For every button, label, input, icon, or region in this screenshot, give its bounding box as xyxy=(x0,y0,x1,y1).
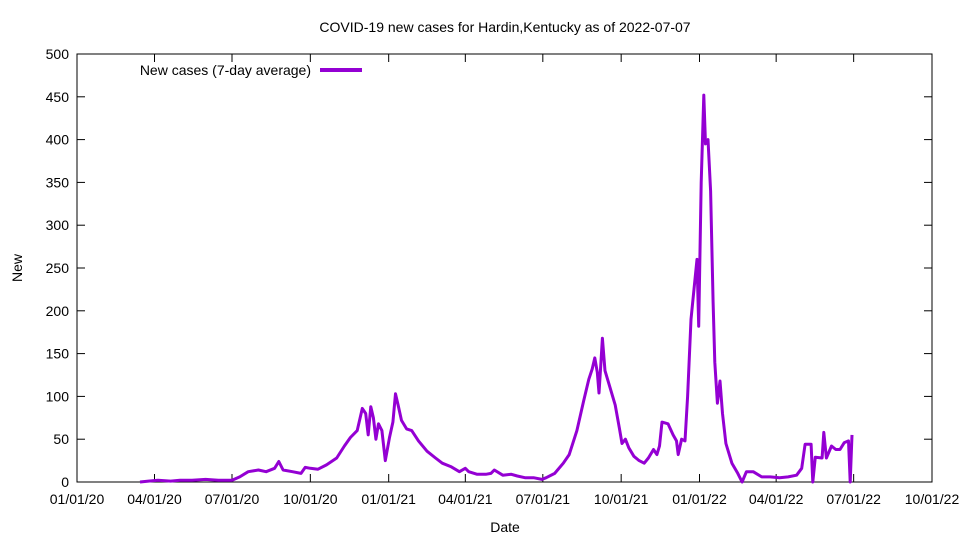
x-tick-label: 01/01/21 xyxy=(361,491,416,507)
legend-label: New cases (7-day average) xyxy=(140,62,311,78)
x-tick-label: 04/01/21 xyxy=(438,491,493,507)
x-tick-label: 07/01/20 xyxy=(205,491,260,507)
y-tick-label: 100 xyxy=(46,388,70,404)
x-tick-label: 01/01/20 xyxy=(50,491,105,507)
series-line-new-cases xyxy=(139,93,854,484)
axis-ticks: 0 50 100 150 200 250 300 350 400 450 500 01/01/20 04… xyxy=(46,46,960,507)
x-tick-label: 04/01/20 xyxy=(127,491,182,507)
x-tick-label: 10/01/20 xyxy=(283,491,338,507)
y-axis-label: New xyxy=(9,253,25,282)
y-tick-label: 400 xyxy=(46,132,70,148)
x-tick-label: 10/01/21 xyxy=(594,491,649,507)
plot-frame xyxy=(76,53,933,483)
x-tick-label: 07/01/21 xyxy=(516,491,571,507)
x-axis-label: Date xyxy=(490,519,520,535)
y-tick-label: 50 xyxy=(53,431,69,447)
y-tick-label: 350 xyxy=(46,174,70,190)
y-tick-label: 200 xyxy=(46,303,70,319)
y-tick-label: 250 xyxy=(46,260,70,276)
x-tick-label: 07/01/22 xyxy=(826,491,881,507)
x-tick-label: 01/01/22 xyxy=(672,491,727,507)
y-tick-label: 500 xyxy=(46,46,70,62)
chart-title: COVID-19 new cases for Hardin,Kentucky a… xyxy=(319,19,690,35)
x-tick-label: 10/01/22 xyxy=(905,491,960,507)
y-tick-label: 0 xyxy=(61,474,69,490)
x-tick-label: 04/01/22 xyxy=(749,491,804,507)
y-tick-label: 300 xyxy=(46,217,70,233)
y-tick-label: 150 xyxy=(46,346,70,362)
y-tick-label: 450 xyxy=(46,89,70,105)
legend: New cases (7-day average) xyxy=(140,62,362,78)
